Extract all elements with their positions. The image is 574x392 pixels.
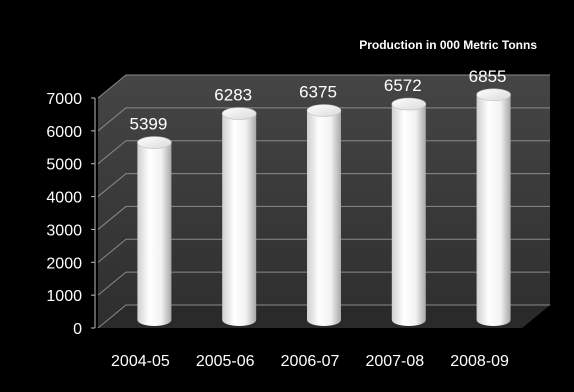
bar-body — [476, 94, 511, 326]
bar-body — [391, 104, 426, 326]
bar-top — [476, 88, 511, 102]
y-tick-label: 1000 — [46, 288, 82, 305]
y-tick-label: 2000 — [46, 255, 82, 272]
y-axis: 0 1000 2000 3000 4000 5000 6000 7000 — [46, 91, 96, 338]
bar — [221, 107, 257, 327]
x-tick-label: 2005-06 — [196, 353, 255, 370]
bar-top — [137, 136, 172, 149]
bar — [391, 97, 427, 326]
bar — [137, 136, 172, 326]
data-label: 6375 — [299, 83, 337, 102]
gridline — [97, 74, 550, 99]
bar-body — [307, 110, 341, 327]
data-label: 5399 — [129, 115, 167, 134]
bar — [476, 88, 511, 326]
data-label: 6855 — [469, 67, 507, 86]
x-tick-label: 2007-08 — [365, 353, 424, 370]
bars: 5399 6283 6375 6572 6855 — [129, 67, 511, 327]
bar-top — [306, 104, 342, 117]
y-tick-label: 4000 — [46, 190, 82, 207]
bar-body — [137, 142, 172, 326]
x-tick-label: 2008-09 — [450, 353, 509, 370]
y-tick-label: 5000 — [46, 157, 82, 174]
y-tick-label: 3000 — [46, 222, 82, 239]
bar-top — [221, 107, 257, 120]
x-axis: 2004-05 2005-06 2006-07 2007-08 2008-09 — [111, 353, 509, 370]
y-tick-label: 7000 — [46, 91, 82, 108]
y-tick-label: 0 — [73, 321, 82, 338]
legend-entry: Production in 000 Metric Tonns — [359, 38, 537, 52]
x-tick-label: 2006-07 — [281, 353, 340, 370]
y-tick-label: 6000 — [46, 124, 82, 141]
data-label: 6283 — [214, 86, 252, 105]
bar-body — [222, 113, 257, 327]
data-label: 6572 — [384, 76, 422, 95]
bar-top — [391, 97, 427, 111]
x-tick-label: 2004-05 — [111, 353, 170, 370]
bar — [306, 104, 342, 327]
